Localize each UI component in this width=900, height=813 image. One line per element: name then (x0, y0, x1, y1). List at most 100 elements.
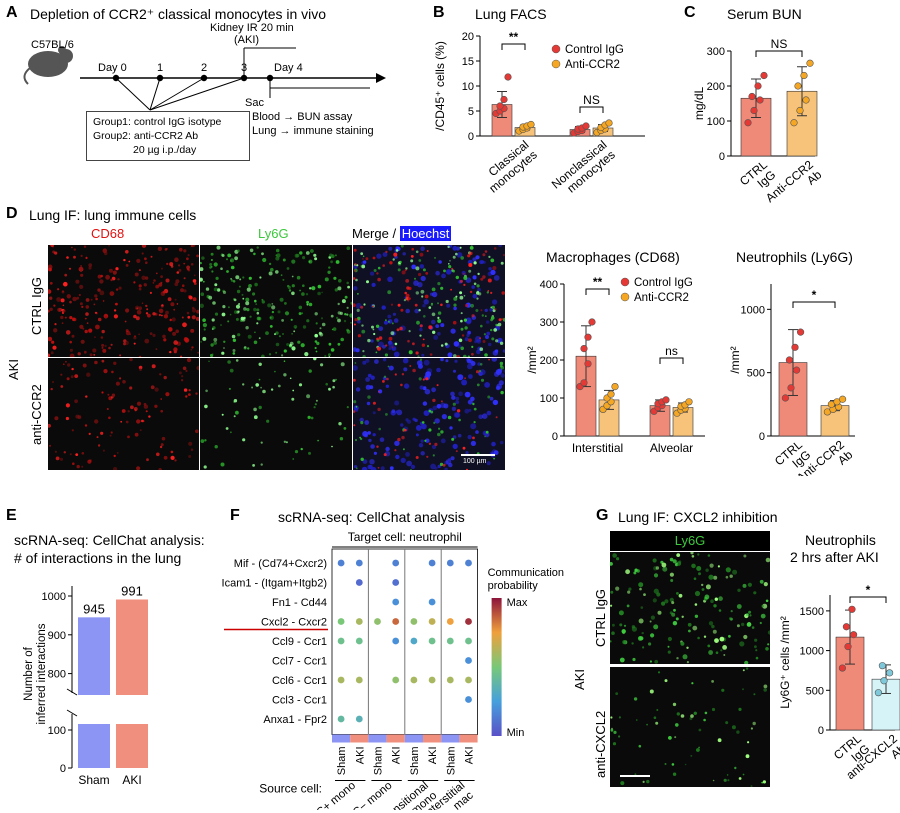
cell-signal (79, 302, 83, 306)
cell-signal (338, 422, 342, 426)
cell-signal (330, 260, 333, 264)
cell-signal (212, 326, 216, 330)
category-label: Nonclassicalmonocytes (549, 138, 618, 202)
scale-label: 100 µm (463, 458, 487, 465)
cell-signal (721, 688, 725, 692)
cell-signal (390, 303, 394, 306)
scale-max-label: Max (507, 597, 528, 609)
cell-signal (201, 256, 205, 260)
cell-signal (705, 568, 709, 572)
cell-signal (431, 387, 436, 393)
cell-signal (110, 278, 113, 282)
cell-signal (497, 368, 503, 374)
cell-signal (726, 774, 729, 776)
cell-signal (722, 645, 727, 650)
cell-signal (361, 324, 364, 327)
cell-signal (203, 465, 207, 469)
cell-signal (697, 636, 700, 640)
cell-signal (394, 342, 398, 346)
cell-signal (747, 741, 750, 744)
cell-signal (283, 373, 287, 377)
cell-signal (302, 284, 305, 287)
dot (392, 559, 400, 567)
cell-signal (49, 281, 53, 285)
cell-signal (714, 597, 718, 601)
cell-signal (686, 646, 689, 649)
data-point (842, 623, 850, 631)
cell-signal (396, 328, 400, 332)
legend-marker (620, 292, 630, 302)
cell-signal (111, 370, 114, 374)
data-point (496, 102, 504, 110)
cell-signal (440, 303, 443, 307)
cell-signal (60, 315, 64, 320)
cell-signal (165, 392, 170, 397)
cell-signal (431, 444, 437, 450)
cell-signal (211, 270, 214, 273)
cell-signal (211, 318, 215, 322)
cell-signal (494, 371, 500, 377)
cell-signal (652, 598, 657, 603)
cell-signal (432, 398, 436, 403)
pair-label: Cxcl2 - Cxcr2 (261, 617, 327, 629)
cell-signal (317, 284, 322, 289)
cell-signal (381, 305, 386, 310)
cell-signal (472, 402, 475, 406)
cell-signal (408, 350, 413, 355)
cell-signal (145, 312, 149, 315)
cell-signal (693, 711, 697, 715)
cell-signal (287, 284, 290, 288)
cell-signal (428, 428, 432, 432)
cell-signal (181, 284, 185, 287)
cell-signal (376, 337, 379, 341)
cell-signal (476, 383, 480, 387)
cell-signal (186, 358, 192, 363)
cell-signal (317, 291, 321, 296)
cell-signal (650, 615, 655, 620)
cell-signal (701, 588, 705, 591)
cell-signal (233, 415, 236, 418)
cell-signal (81, 305, 84, 308)
cell-signal (306, 394, 311, 399)
cell-signal (53, 304, 56, 307)
cell-signal (430, 303, 434, 306)
cell-signal (649, 689, 654, 694)
cell-signal (160, 443, 164, 447)
cell-signal (360, 265, 362, 267)
cell-signal (291, 291, 295, 296)
cell-signal (71, 246, 73, 249)
cell-signal (343, 427, 347, 430)
cell-signal (200, 303, 204, 308)
cell-signal (354, 263, 357, 266)
cell-signal (353, 248, 357, 252)
cell-signal (85, 312, 89, 316)
cell-signal (754, 645, 757, 649)
cell-signal (175, 279, 180, 284)
cell-signal (80, 273, 84, 277)
cell-signal (75, 414, 80, 419)
cell-signal (362, 431, 368, 437)
cell-signal (200, 341, 202, 343)
y-tick-label: 1000 (800, 646, 824, 658)
condition-strip (459, 734, 478, 743)
cell-signal (190, 328, 195, 333)
cell-signal (110, 431, 113, 434)
cell-signal (742, 688, 744, 691)
cell-signal (458, 391, 463, 397)
cell-signal (77, 352, 81, 356)
cell-signal (490, 328, 493, 332)
cell-signal (452, 320, 457, 325)
cell-signal (464, 303, 469, 308)
col-hoechst: Hoechst (399, 226, 452, 241)
cell-signal (353, 400, 357, 404)
cell-signal (242, 438, 246, 442)
cell-signal (445, 299, 449, 304)
cell-signal (414, 277, 416, 280)
cell-signal (134, 272, 139, 277)
cell-signal (452, 402, 456, 406)
cell-signal (405, 267, 408, 270)
cell-signal (361, 264, 366, 269)
cell-signal (377, 407, 381, 412)
